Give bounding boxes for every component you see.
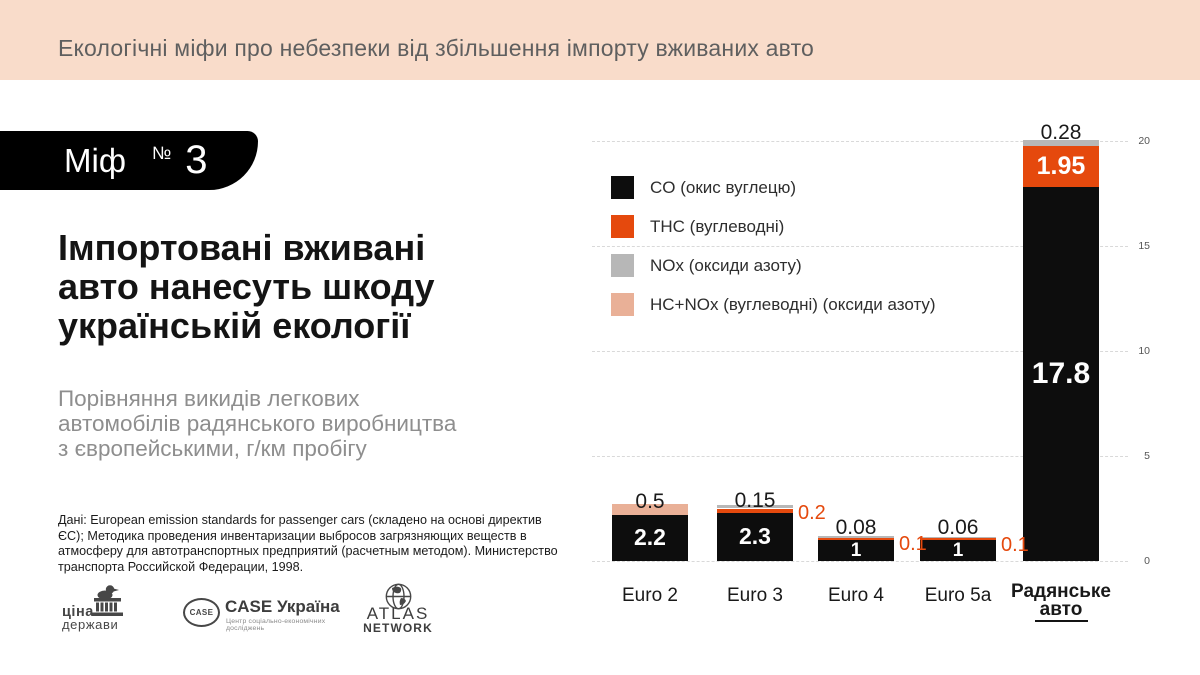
value-label-top-0: 0.5 — [635, 490, 665, 514]
value-label-top-1: 0.15 — [734, 488, 776, 512]
bar-segment-euro-2-s3 — [612, 504, 688, 515]
data-source-note: Дані: European emission standards for pa… — [58, 513, 558, 574]
value-label-top-2: 0.08 — [835, 516, 877, 539]
badge-word: Міф — [64, 141, 126, 179]
value-label-co-4: 17.8 — [1031, 357, 1091, 391]
legend-swatch-0 — [611, 176, 634, 199]
legend-swatch-1 — [611, 215, 634, 238]
bar-segment-euro-3-s0 — [717, 512, 793, 561]
header-bar: Екологічні міфи про небезпеки від збільш… — [0, 0, 1200, 80]
gridline-20 — [592, 141, 1128, 142]
bar-segment-радянське-авто-s0 — [1023, 187, 1099, 561]
myth-number-badge: Міф № 3 — [0, 131, 258, 190]
badge-numero-sign: № — [151, 143, 172, 163]
badge-number: 3 — [185, 138, 208, 182]
tsina-derzhavy-logo: ціна держави — [58, 583, 138, 635]
legend-item-3: HC+NOx (вуглеводні) (оксиди азоту) — [611, 293, 971, 316]
case-oval-icon: CASE — [183, 598, 220, 627]
bar-segment-euro-3-s1 — [717, 508, 793, 513]
category-label-0: Euro 2 — [622, 585, 678, 606]
case-ukraine-logo: CASE CASE Україна Центр соціально-економ… — [183, 595, 363, 633]
bar-segment-euro-5a-s1 — [920, 537, 996, 540]
gridline-0 — [592, 561, 1128, 562]
value-label-top-3: 0.06 — [937, 516, 979, 539]
value-label-co-0: 2.2 — [634, 524, 666, 551]
bar-segment-euro-4-s1 — [818, 537, 894, 540]
legend-label-2: NOx (оксиди азоту) — [650, 256, 802, 275]
chart-subtitle: Порівняння викидів легкових автомобілів … — [58, 386, 457, 461]
category-label-3: Euro 5a — [924, 585, 992, 606]
bar-segment-euro-5a-s2 — [920, 536, 996, 538]
gridline-15 — [592, 246, 1128, 247]
y-axis-tick-10: 10 — [1138, 345, 1150, 357]
value-label-thc-side-3: 0.1 — [1001, 533, 1029, 556]
main-heading: Імпортовані вживані авто нанесуть шкоду … — [58, 227, 435, 346]
y-axis-tick-5: 5 — [1144, 450, 1150, 462]
atlas-network-logo: ATLAS NETWORK — [360, 583, 436, 635]
legend-label-1: THC (вуглеводні) — [650, 217, 785, 236]
value-label-co-2: 1 — [850, 539, 862, 561]
legend-item-2: NOx (оксиди азоту) — [611, 254, 971, 277]
tsina-logo-text-line1: ціна — [62, 604, 94, 620]
atlas-logo-text-line1: ATLAS — [366, 604, 430, 623]
gridline-5 — [592, 456, 1128, 457]
category-label-1: Euro 3 — [727, 585, 783, 606]
category-underline — [1035, 620, 1088, 622]
bar-segment-euro-4-s0 — [818, 540, 894, 561]
bird-on-building-icon — [92, 585, 123, 616]
bar-segment-euro-2-s0 — [612, 514, 688, 561]
value-label-co-1: 2.3 — [739, 523, 771, 550]
bar-segment-радянське-авто-s1 — [1023, 146, 1099, 188]
bar-segment-euro-4-s2 — [818, 536, 894, 538]
bar-segment-euro-5a-s0 — [920, 540, 996, 561]
bar-segment-euro-3-s2 — [717, 505, 793, 509]
bar-segment-радянське-авто-s2 — [1023, 140, 1099, 147]
legend-item-0: CO (окис вуглецю) — [611, 176, 971, 199]
legend-swatch-3 — [611, 293, 634, 316]
atlas-logo-text-line2: NETWORK — [363, 621, 433, 635]
legend-swatch-2 — [611, 254, 634, 277]
gridline-10 — [592, 351, 1128, 352]
tsina-logo-text-line2: держави — [62, 617, 119, 632]
value-label-thc-side-1: 0.2 — [798, 502, 826, 525]
y-axis-tick-15: 15 — [1138, 240, 1150, 252]
value-label-co-3: 1 — [952, 539, 964, 561]
page-title: Екологічні міфи про небезпеки від збільш… — [58, 35, 815, 61]
legend-item-1: THC (вуглеводні) — [611, 215, 971, 238]
globe-icon — [385, 583, 412, 610]
value-label-thc-4: 1.95 — [1036, 152, 1086, 181]
legend-label-3: HC+NOx (вуглеводні) (оксиди азоту) — [650, 295, 936, 314]
category-label-4: Радянське авто — [1011, 581, 1111, 620]
case-logo-title: CASE Україна — [225, 597, 340, 616]
y-axis-tick-20: 20 — [1138, 135, 1150, 147]
y-axis-tick-0: 0 — [1144, 555, 1150, 567]
case-logo-subtitle: Центр соціально-економічних досліджень — [226, 618, 326, 632]
legend-label-0: CO (окис вуглецю) — [650, 178, 797, 197]
value-label-top-4: 0.28 — [1040, 121, 1082, 145]
category-label-2: Euro 4 — [828, 585, 884, 606]
value-label-thc-side-2: 0.1 — [899, 533, 927, 556]
